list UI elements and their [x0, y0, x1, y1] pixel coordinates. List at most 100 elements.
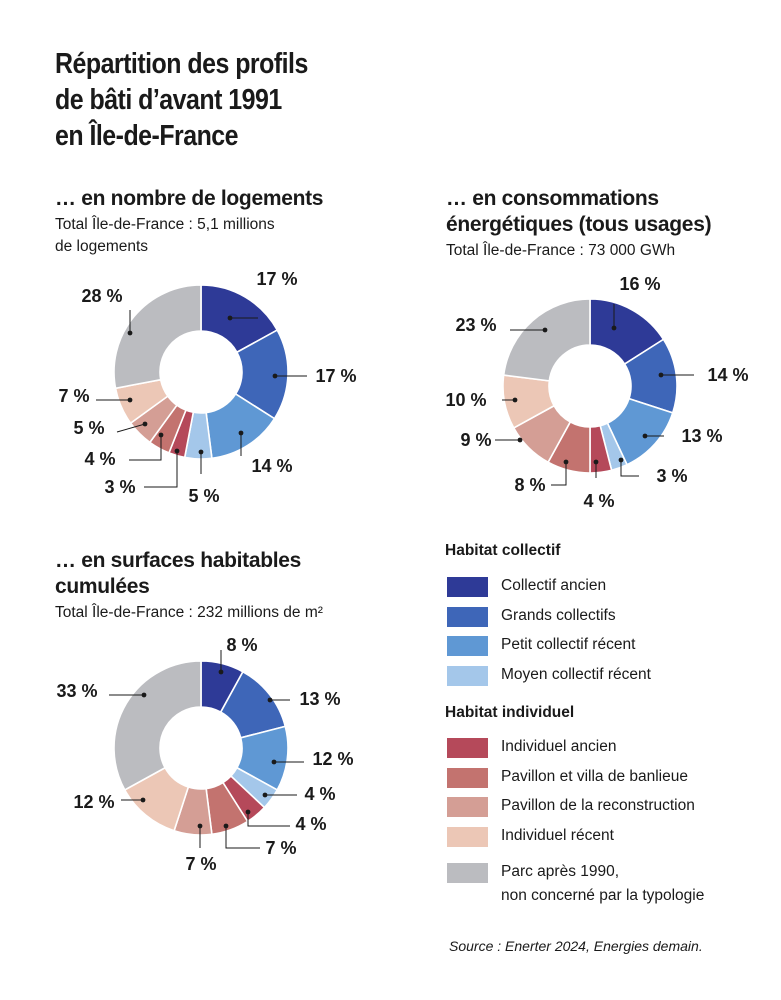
leader-dot: [658, 372, 664, 378]
chart-title: … en nombre de logements: [55, 187, 324, 210]
data-label: 7 %: [265, 838, 296, 858]
leader-line: [129, 435, 162, 461]
leader-line: [116, 423, 146, 433]
data-label: 28 %: [81, 286, 122, 306]
leader-line: [247, 812, 290, 827]
legend-swatch: [447, 797, 488, 817]
data-label: 3 %: [104, 477, 135, 497]
chart-subtitle: Total Île-de-France : 232 millions de m²: [55, 602, 323, 624]
data-label: 3 %: [656, 466, 687, 486]
data-label: 4 %: [295, 814, 326, 834]
data-label: 5 %: [73, 418, 104, 438]
legend-label: Individuel récent: [501, 826, 614, 844]
donut-chart-2: 16 % 14 % 13 % 3 % 4 % 8 % 9 % 10 % 23 %: [445, 274, 748, 511]
data-label: 17 %: [315, 366, 356, 386]
leader-dot: [618, 457, 624, 463]
legend-item-parc-apres-1990: Parc après 1990, non concerné par la typ…: [445, 860, 765, 910]
chart-title-line: cumulées: [55, 575, 150, 598]
leader-dot: [218, 669, 224, 675]
legend-label: Pavillon de la reconstruction: [501, 797, 695, 814]
source-note: Source : Enerter 2024, Energies demain.: [449, 938, 703, 954]
page-title-line: Répartition des profils: [55, 48, 308, 80]
leader-dot: [262, 792, 268, 798]
leader-dot: [272, 373, 278, 379]
legend-group-title-individuel: Habitat individuel: [445, 704, 575, 721]
data-label: 16 %: [619, 274, 660, 294]
leader-dot: [198, 449, 204, 455]
leader-dot: [593, 459, 599, 465]
donut-slice: [113, 660, 202, 791]
leader-dot: [158, 432, 164, 438]
legend-item-individuel-ancien: Individuel ancien: [445, 735, 765, 765]
leader-dot: [142, 421, 148, 427]
legend-label: Parc après 1990, non concerné par la typ…: [501, 863, 705, 904]
leader-dot: [271, 759, 277, 765]
donut-chart-3: 8 % 13 % 12 % 4 % 4 % 7 % 7 % 12 % 33 %: [56, 635, 353, 874]
page-title-line: de bâti d’avant 1991: [55, 84, 282, 116]
legend-item-pavillon-reconstruction: Pavillon de la reconstruction: [445, 794, 765, 824]
chart-title: … en surfaces habitables cumulées: [55, 548, 323, 600]
leader-dot: [127, 397, 133, 403]
data-label: 4 %: [304, 784, 335, 804]
legend-swatch: [447, 826, 488, 847]
leader-line: [225, 826, 260, 849]
donut-chart-1: 17 % 17 % 14 % 5 % 3 % 4 % 5 % 7 % 28 %: [58, 269, 356, 506]
legend-label: Petit collectif récent: [501, 636, 636, 653]
chart-subtitle-line: Total Île-de-France : 73 000 GWh: [446, 242, 676, 259]
chart-title-line: … en consommations: [446, 187, 659, 210]
data-label: 33 %: [56, 681, 97, 701]
legend-item-moyen-collectif-recent: Moyen collectif récent: [445, 663, 765, 693]
chart-title-line: énergétiques (tous usages): [446, 213, 712, 236]
data-label: 13 %: [299, 689, 340, 709]
data-label: 17 %: [256, 269, 297, 289]
legend-item-grands-collectifs: Grands collectifs: [445, 604, 765, 634]
leader-line: [620, 460, 639, 477]
legend-swatch: [447, 767, 488, 788]
leader-dot: [140, 797, 146, 803]
legend-group-title-collectif: Habitat collectif: [445, 542, 561, 559]
data-label: 7 %: [185, 854, 216, 874]
data-label: 9 %: [460, 430, 491, 450]
legend-item-petit-collectif-recent: Petit collectif récent: [445, 633, 765, 663]
legend-label: Grands collectifs: [501, 606, 616, 624]
legend-swatch: [447, 738, 488, 758]
page-title-line: en Île-de-France: [55, 120, 239, 152]
legend: Habitat collectif Collectif ancien Grand…: [445, 540, 765, 910]
leader-dot: [642, 433, 648, 439]
legend-item-individuel-recent: Individuel récent: [445, 824, 765, 854]
legend-swatch: [447, 606, 488, 627]
data-label: 13 %: [681, 426, 722, 446]
leader-dot: [223, 823, 229, 829]
leader-dot: [517, 437, 523, 443]
donut-slice: [502, 298, 591, 382]
leader-dot: [174, 448, 180, 454]
leader-dot: [542, 327, 548, 333]
legend-item-collectif-ancien: Collectif ancien: [445, 574, 765, 604]
data-label: 12 %: [73, 792, 114, 812]
leader-dot: [611, 325, 617, 331]
leader-dot: [245, 809, 251, 815]
data-label: 8 %: [226, 635, 257, 655]
leader-dot: [267, 697, 273, 703]
legend-swatch: [447, 577, 488, 597]
leader-dot: [127, 330, 133, 336]
chart-title-line: … en surfaces habitables: [55, 549, 302, 572]
chart-subtitle: Total Île-de-France : 5,1 millions de lo…: [55, 214, 323, 258]
chart-subtitle-line: Total Île-de-France : 232 millions de m²: [55, 604, 323, 621]
leader-dot: [563, 459, 569, 465]
legend-swatch: [447, 665, 488, 686]
leader-dot: [512, 397, 518, 403]
legend-label: Pavillon et villa de banlieue: [501, 767, 688, 785]
legend-item-pavillon-banlieue: Pavillon et villa de banlieue: [445, 765, 765, 795]
legend-label: Individuel ancien: [501, 738, 617, 755]
leader-dot: [141, 692, 147, 698]
page-title: Répartition des profils de bâti d’avant …: [55, 46, 416, 154]
data-label: 4 %: [84, 449, 115, 469]
chart-header-logements: … en nombre de logements Total Île-de-Fr…: [55, 186, 323, 258]
chart-title: … en consommations énergétiques (tous us…: [446, 186, 712, 238]
data-label: 5 %: [188, 486, 219, 506]
leader-dot: [227, 315, 233, 321]
data-label: 14 %: [251, 456, 292, 476]
leader-dot: [238, 430, 244, 436]
